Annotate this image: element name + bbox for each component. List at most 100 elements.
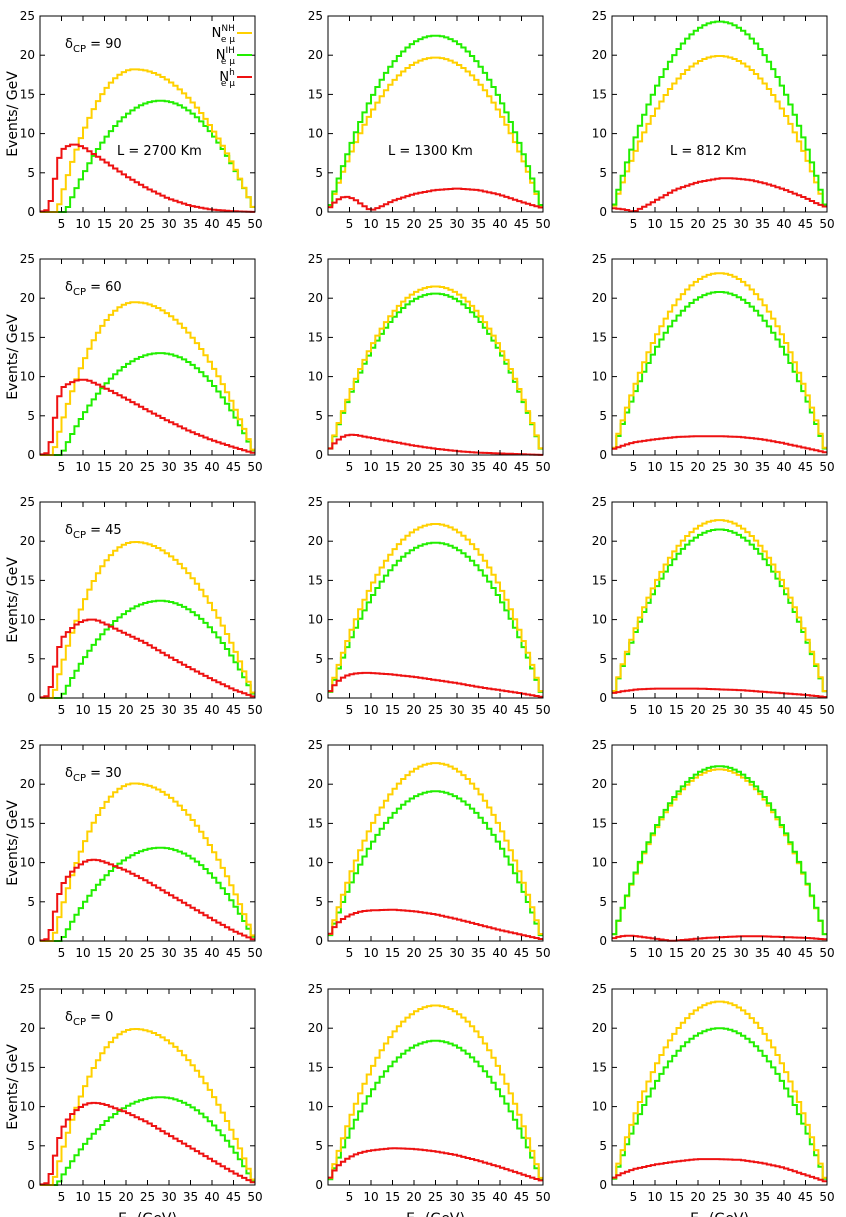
x-tick-label: 20 bbox=[406, 217, 421, 231]
x-tick-label: 5 bbox=[58, 460, 66, 474]
y-tick-label: 5 bbox=[315, 1139, 323, 1153]
y-tick-label: 25 bbox=[20, 252, 35, 266]
plot-frame-r1-c1 bbox=[327, 258, 544, 456]
panel-r4-c2: 0 5 10 15 20 25 5 10 15 20 25 30 35 40 45 50 Eν (GeV) bbox=[592, 982, 835, 1217]
y-tick-label: 10 bbox=[308, 370, 323, 384]
series-h-r0-c1 bbox=[328, 187, 543, 211]
x-tick-label: 50 bbox=[247, 703, 262, 717]
x-tick-label: 45 bbox=[514, 703, 529, 717]
series-h-r3-c1 bbox=[328, 908, 543, 940]
y-tick-label: 15 bbox=[20, 816, 35, 830]
y-tick-label: 20 bbox=[20, 534, 35, 548]
x-tick-label: 10 bbox=[363, 946, 378, 960]
y-tick-label: 0 bbox=[599, 934, 607, 948]
delta-cp-label: δCP = 30 bbox=[65, 766, 122, 784]
x-tick-label: 10 bbox=[647, 703, 662, 717]
y-tick-label: 20 bbox=[20, 777, 35, 791]
x-tick-label: 35 bbox=[183, 217, 198, 231]
x-tick-label: 40 bbox=[204, 460, 219, 474]
x-tick-label: 35 bbox=[183, 703, 198, 717]
y-tick-label: 0 bbox=[315, 691, 323, 705]
series-ih-r1-c1 bbox=[328, 292, 543, 450]
y-tick-label: 5 bbox=[315, 166, 323, 180]
x-tick-label: 40 bbox=[204, 946, 219, 960]
x-tick-label: 25 bbox=[428, 460, 443, 474]
x-tick-label: 30 bbox=[733, 217, 748, 231]
y-tick-label: 5 bbox=[599, 652, 607, 666]
y-tick-label: 20 bbox=[592, 534, 607, 548]
y-tick-label: 10 bbox=[592, 370, 607, 384]
x-tick-label: 10 bbox=[363, 1190, 378, 1204]
x-tick-label: 15 bbox=[669, 1190, 684, 1204]
panel-r2-c2: 0 5 10 15 20 25 5 10 15 20 25 30 35 40 45 50 bbox=[592, 495, 835, 717]
y-tick-label: 25 bbox=[592, 495, 607, 509]
x-tick-label: 5 bbox=[630, 1190, 638, 1204]
y-tick-label: 25 bbox=[592, 738, 607, 752]
x-tick-label: 30 bbox=[733, 460, 748, 474]
y-tick-label: 0 bbox=[315, 1178, 323, 1192]
legend-label-ih: NIH e μ bbox=[216, 46, 236, 67]
x-tick-label: 30 bbox=[449, 1190, 464, 1204]
y-tick-label: 0 bbox=[315, 205, 323, 219]
y-tick-label: 0 bbox=[27, 691, 35, 705]
panel-r2-c1: 0 5 10 15 20 25 5 10 15 20 25 30 35 40 45 50 bbox=[308, 495, 551, 717]
x-tick-label: 30 bbox=[161, 460, 176, 474]
y-tick-label: 15 bbox=[308, 87, 323, 101]
y-tick-label: 20 bbox=[592, 291, 607, 305]
x-tick-label: 30 bbox=[449, 460, 464, 474]
series-ih-r0-c2 bbox=[612, 20, 827, 206]
series-nh-r3-c1 bbox=[328, 762, 543, 935]
panel-r1-c2: 0 5 10 15 20 25 5 10 15 20 25 30 35 40 45 50 bbox=[592, 252, 835, 474]
y-tick-label: 25 bbox=[308, 738, 323, 752]
y-tick-label: 25 bbox=[308, 982, 323, 996]
series-ih-r4-c2 bbox=[612, 1027, 827, 1180]
x-tick-label: 50 bbox=[247, 946, 262, 960]
y-tick-label: 10 bbox=[20, 127, 35, 141]
x-tick-label: 5 bbox=[630, 703, 638, 717]
x-tick-label: 15 bbox=[669, 460, 684, 474]
x-tick-label: 45 bbox=[226, 946, 241, 960]
y-tick-label: 5 bbox=[599, 166, 607, 180]
series-h-r4-c1 bbox=[328, 1147, 543, 1182]
x-tick-label: 40 bbox=[776, 1190, 791, 1204]
series-h-r0-c2 bbox=[612, 177, 827, 213]
y-tick-label: 10 bbox=[592, 1100, 607, 1114]
y-tick-label: 15 bbox=[308, 1060, 323, 1074]
x-tick-label: 5 bbox=[346, 946, 354, 960]
y-tick-label: 15 bbox=[592, 573, 607, 587]
x-tick-label: 5 bbox=[630, 460, 638, 474]
panel-r3-c0: 0 5 10 15 20 25 5 10 15 20 25 30 35 40 45 50 Events/ GeV… bbox=[5, 738, 263, 960]
x-tick-label: 50 bbox=[535, 217, 550, 231]
series-nh-r2-c0 bbox=[40, 541, 255, 699]
y-tick-label: 20 bbox=[308, 777, 323, 791]
x-tick-label: 10 bbox=[363, 217, 378, 231]
x-tick-label: 50 bbox=[247, 217, 262, 231]
series-h-r1-c0 bbox=[40, 378, 255, 456]
x-tick-label: 10 bbox=[75, 217, 90, 231]
series-h-r4-c2 bbox=[612, 1158, 827, 1183]
series-nh-r0-c2 bbox=[612, 55, 827, 207]
series-nh-r1-c0 bbox=[40, 301, 255, 456]
y-tick-label: 10 bbox=[592, 613, 607, 627]
series-ih-r3-c1 bbox=[328, 790, 543, 937]
x-tick-label: 5 bbox=[630, 946, 638, 960]
x-tick-label: 30 bbox=[733, 1190, 748, 1204]
x-tick-label: 25 bbox=[712, 460, 727, 474]
y-tick-label: 5 bbox=[27, 1139, 35, 1153]
series-ih-r3-c2 bbox=[612, 765, 827, 936]
y-tick-label: 5 bbox=[315, 652, 323, 666]
y-tick-label: 0 bbox=[27, 448, 35, 462]
x-tick-label: 45 bbox=[226, 217, 241, 231]
x-tick-label: 40 bbox=[492, 460, 507, 474]
x-tick-label: 10 bbox=[647, 1190, 662, 1204]
x-tick-label: 15 bbox=[385, 703, 400, 717]
y-tick-label: 0 bbox=[27, 934, 35, 948]
x-tick-label: 10 bbox=[647, 460, 662, 474]
y-tick-label: 0 bbox=[315, 934, 323, 948]
x-axis-label: Eν (GeV) bbox=[690, 1211, 749, 1217]
x-tick-label: 25 bbox=[712, 703, 727, 717]
x-tick-label: 20 bbox=[690, 1190, 705, 1204]
x-tick-label: 15 bbox=[97, 217, 112, 231]
x-tick-label: 15 bbox=[385, 217, 400, 231]
x-tick-label: 5 bbox=[58, 217, 66, 231]
